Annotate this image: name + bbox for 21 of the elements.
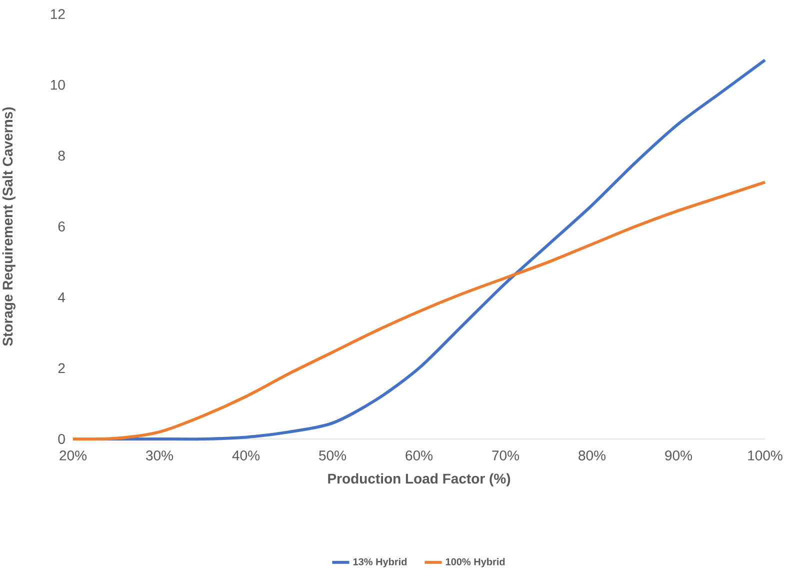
legend-label: 100% Hybrid — [446, 558, 505, 568]
y-axis-title: Storage Requirement (Salt Caverns) — [2, 107, 16, 346]
y-tick-label: 12 — [50, 9, 65, 19]
x-tick-label: 90% — [665, 450, 692, 460]
y-tick-label: 4 — [58, 292, 66, 302]
x-tick-label: 60% — [406, 450, 433, 460]
x-axis-title: Production Load Factor (%) — [328, 473, 510, 486]
x-tick-label: 100% — [748, 450, 782, 460]
x-tick-label: 40% — [232, 450, 260, 460]
y-tick-label: 2 — [58, 363, 65, 374]
x-tick-label: 70% — [492, 450, 520, 460]
x-tick-label: 50% — [319, 450, 346, 460]
y-tick-label: 6 — [58, 222, 65, 232]
y-tick-label: 10 — [50, 80, 65, 90]
x-tick-label: 80% — [578, 450, 606, 460]
line-series — [72, 180, 767, 441]
y-tick-label: 0 — [58, 434, 65, 444]
x-tick-label: 20% — [60, 450, 87, 460]
legend-label: 13% Hybrid — [353, 558, 407, 568]
x-tick-label: 30% — [146, 450, 174, 460]
y-tick-label: 8 — [58, 150, 65, 161]
